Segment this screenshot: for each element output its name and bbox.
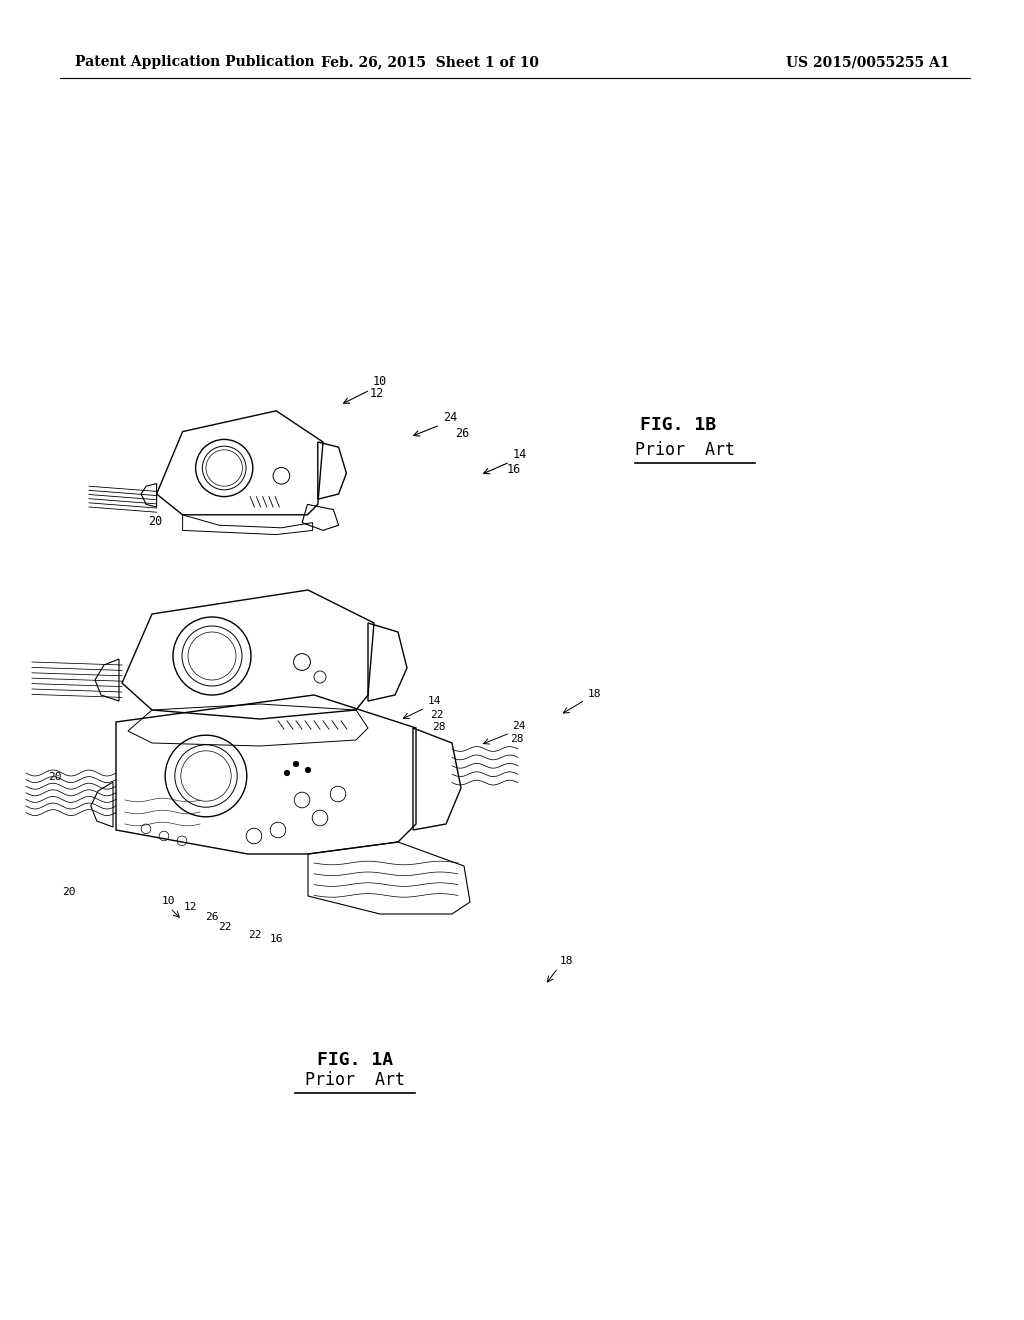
Text: 12: 12 bbox=[184, 902, 198, 912]
Text: 24: 24 bbox=[512, 721, 525, 731]
Text: 14: 14 bbox=[513, 447, 527, 461]
Text: 18: 18 bbox=[560, 956, 573, 966]
Text: Prior  Art: Prior Art bbox=[635, 441, 735, 459]
Text: 12: 12 bbox=[370, 387, 384, 400]
Text: 16: 16 bbox=[507, 463, 521, 477]
Text: 28: 28 bbox=[432, 722, 445, 733]
Text: 22: 22 bbox=[248, 931, 261, 940]
Text: Patent Application Publication: Patent Application Publication bbox=[75, 55, 314, 69]
Text: 24: 24 bbox=[443, 411, 458, 424]
Text: 22: 22 bbox=[430, 710, 443, 719]
Text: 20: 20 bbox=[48, 772, 61, 781]
Text: 10: 10 bbox=[162, 896, 175, 906]
Circle shape bbox=[294, 762, 298, 767]
Text: Feb. 26, 2015  Sheet 1 of 10: Feb. 26, 2015 Sheet 1 of 10 bbox=[321, 55, 539, 69]
Text: Prior  Art: Prior Art bbox=[305, 1071, 406, 1089]
Text: 22: 22 bbox=[218, 921, 231, 932]
Text: 28: 28 bbox=[510, 734, 523, 744]
Text: 26: 26 bbox=[205, 912, 218, 921]
Text: US 2015/0055255 A1: US 2015/0055255 A1 bbox=[786, 55, 950, 69]
Text: 20: 20 bbox=[148, 515, 162, 528]
Circle shape bbox=[305, 768, 310, 772]
Text: 16: 16 bbox=[270, 935, 284, 944]
Text: 18: 18 bbox=[588, 689, 601, 700]
Text: FIG. 1A: FIG. 1A bbox=[317, 1051, 393, 1069]
Text: FIG. 1B: FIG. 1B bbox=[640, 416, 716, 434]
Text: 14: 14 bbox=[428, 696, 441, 706]
Text: 26: 26 bbox=[455, 426, 469, 440]
Text: 20: 20 bbox=[62, 887, 76, 898]
Circle shape bbox=[285, 771, 290, 775]
Text: 10: 10 bbox=[373, 375, 387, 388]
